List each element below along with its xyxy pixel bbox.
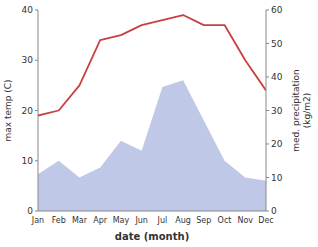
- y2-tick-label: 10: [271, 173, 283, 183]
- x-tick-label: Jul: [157, 216, 168, 225]
- y-axis-label: max temp (C): [3, 79, 13, 141]
- y2-tick-label: 60: [271, 5, 283, 15]
- precipitation-area: [38, 80, 266, 211]
- y2-tick: [266, 43, 269, 44]
- y2-axis-label: med. precipitation(kg/m2): [291, 69, 312, 151]
- y2-tick: [266, 144, 269, 145]
- y2-tick-label: 50: [271, 39, 283, 49]
- y-tick-label: 10: [22, 156, 34, 166]
- y2-tick: [266, 77, 269, 78]
- y-tick: [35, 110, 38, 111]
- y2-tick-label: 40: [271, 72, 283, 82]
- y2-tick: [266, 177, 269, 178]
- y2-tick: [266, 110, 269, 111]
- x-tick-label: Dec: [258, 216, 273, 225]
- x-tick-label: Feb: [52, 216, 66, 225]
- temperature-line: [38, 15, 266, 116]
- chart: 0 10 20 30 40 0 10 20 30 40 50 60 Jan Feb Mar Apr May Jun…: [0, 0, 318, 247]
- y-tick-label: 40: [22, 5, 34, 15]
- x-tick-label: Apr: [93, 216, 108, 225]
- x-tick-label: Nov: [237, 216, 253, 225]
- y-tick: [35, 160, 38, 161]
- x-axis-label: date (month): [115, 231, 189, 242]
- x-tick-label: Oct: [218, 216, 232, 225]
- y2-tick: [266, 211, 269, 212]
- x-tick-label: May: [113, 216, 130, 225]
- y-tick-label: 30: [22, 55, 34, 65]
- y2-tick-label: 30: [271, 106, 283, 116]
- y2-tick-label: 20: [271, 139, 283, 149]
- axes: 0 10 20 30 40 0 10 20 30 40 50 60 Jan Feb Mar Apr May Jun…: [22, 5, 283, 225]
- y-tick: [35, 10, 38, 11]
- y2-tick-label: 0: [271, 206, 277, 216]
- x-tick-label: Mar: [72, 216, 88, 225]
- y-tick-label: 20: [22, 106, 34, 116]
- x-tick-label: Jun: [134, 216, 148, 225]
- x-tick-label: Sep: [196, 216, 211, 225]
- x-tick-label: Aug: [175, 216, 191, 225]
- y-tick: [35, 211, 38, 212]
- y2-tick: [266, 10, 269, 11]
- x-tick-label: Jan: [31, 216, 44, 225]
- plot-area: [38, 15, 266, 211]
- y-tick: [35, 60, 38, 61]
- x-axis-line: [38, 211, 266, 212]
- y-tick-label: 0: [27, 206, 33, 216]
